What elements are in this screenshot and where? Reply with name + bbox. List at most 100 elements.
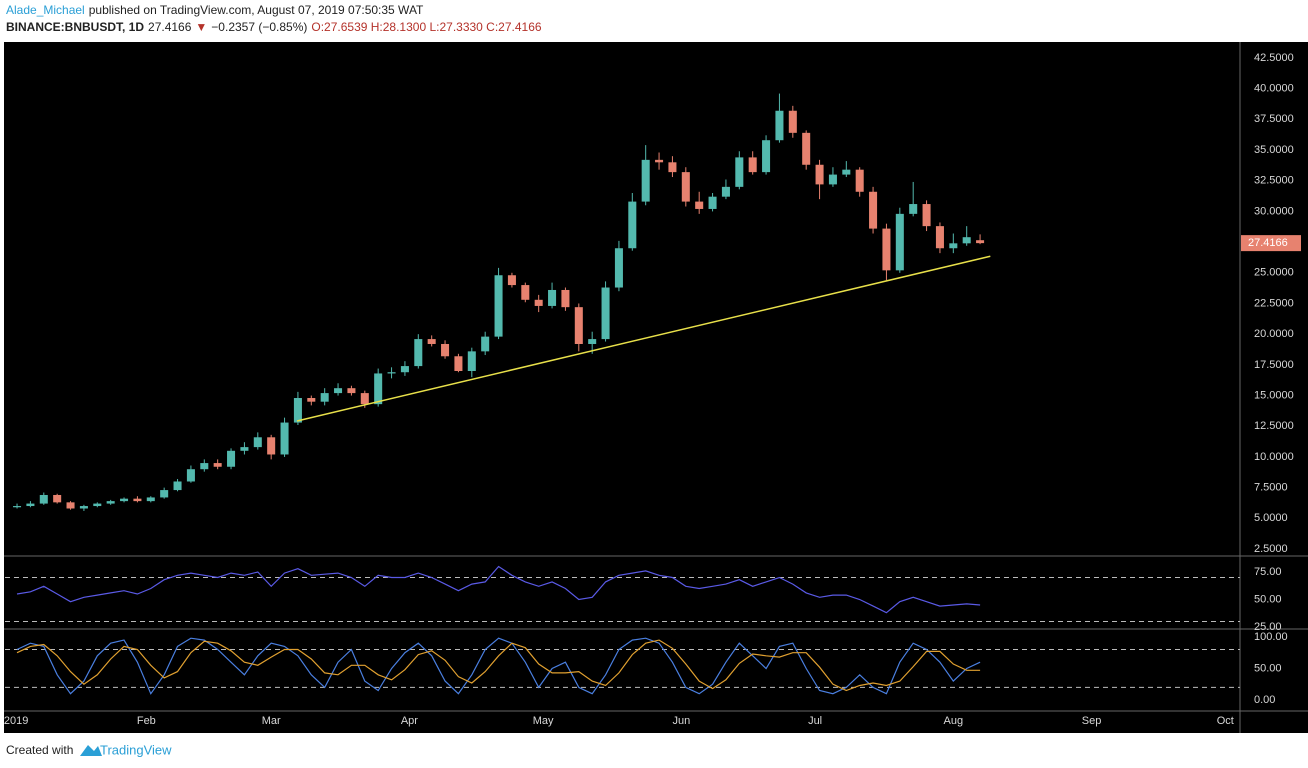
candle-body: [481, 336, 490, 352]
symbol: BINANCE:BNBUSDT, 1D: [6, 20, 144, 34]
candle-body: [561, 289, 570, 308]
candle-body: [668, 162, 677, 173]
candle-body: [186, 469, 195, 482]
published: published on TradingView.com, August 07,…: [89, 3, 424, 17]
candle-body: [374, 373, 383, 405]
candle-body: [976, 240, 985, 244]
candle-body: [949, 243, 958, 249]
candle-body: [882, 228, 891, 271]
candle-body: [548, 289, 557, 306]
candle-body: [253, 437, 262, 448]
last-price-box: [1241, 235, 1301, 252]
y-tick-label: 50.00: [1254, 593, 1282, 605]
y-tick-label: 15.0000: [1254, 389, 1294, 401]
candle-body: [307, 398, 316, 402]
y-tick-label: 5.0000: [1254, 512, 1288, 524]
candle-body: [681, 172, 690, 202]
candle-body: [775, 110, 784, 141]
candle-body: [895, 213, 904, 271]
candle-body: [869, 191, 878, 229]
x-tick-label: Aug: [944, 715, 964, 727]
trendline: [296, 255, 991, 422]
arrow: ▼: [195, 20, 207, 34]
footer-created: Created with: [6, 743, 73, 757]
x-tick-label: Sep: [1082, 715, 1102, 727]
y-tick-label: 2.5000: [1254, 543, 1288, 555]
candle-body: [267, 437, 276, 455]
brand-logo: [80, 745, 102, 756]
y-tick-label: 75.00: [1254, 566, 1282, 578]
candle-body: [601, 287, 610, 340]
candle-body: [387, 372, 396, 374]
candle-body: [935, 226, 944, 249]
candle-body: [240, 447, 249, 451]
candle-body: [802, 132, 811, 165]
candle-body: [427, 339, 436, 344]
candle-body: [695, 201, 704, 209]
x-tick-label: May: [533, 715, 554, 727]
y-tick-label: 17.5000: [1254, 359, 1294, 371]
x-tick-label: 2019: [4, 715, 28, 727]
candle-body: [360, 393, 369, 405]
candle-body: [721, 186, 730, 197]
candle-body: [200, 463, 209, 470]
candle-body: [454, 356, 463, 371]
candle-body: [441, 343, 450, 357]
candle-body: [655, 159, 664, 163]
candle-body: [213, 463, 222, 467]
y-tick-label: 12.5000: [1254, 420, 1294, 432]
last-price-label: 27.4166: [1248, 237, 1288, 249]
candle-body: [173, 481, 182, 491]
y-tick-label: 37.5000: [1254, 113, 1294, 125]
candle-body: [507, 275, 516, 286]
candle-body: [828, 174, 837, 185]
candle-body: [708, 196, 717, 209]
x-tick-label: Oct: [1217, 715, 1234, 727]
x-tick-label: Jul: [808, 715, 822, 727]
candle-body: [788, 110, 797, 133]
candle-body: [641, 159, 650, 202]
candle-body: [106, 501, 115, 504]
candle-body: [748, 157, 757, 173]
candle-body: [293, 398, 302, 423]
indicator-line: [16, 565, 981, 614]
candle-body: [962, 237, 971, 244]
y-tick-label: 30.0000: [1254, 205, 1294, 217]
candle-body: [614, 248, 623, 288]
candle-body: [534, 299, 543, 306]
candle-body: [320, 393, 329, 402]
candle-body: [494, 275, 503, 337]
candle-body: [227, 450, 236, 467]
candle-body: [521, 285, 530, 300]
candle-body: [347, 388, 356, 394]
y-tick-label: 25.0000: [1254, 267, 1294, 279]
y-tick-label: 35.0000: [1254, 144, 1294, 156]
candle-body: [574, 307, 583, 344]
footer-brand: TradingView: [100, 742, 172, 757]
y-tick-label: 100.00: [1254, 631, 1288, 643]
candle-body: [909, 204, 918, 214]
x-tick-label: Feb: [137, 715, 156, 727]
header-line: Alade_Michael published on TradingView.co…: [6, 3, 424, 17]
candle-body: [79, 506, 88, 509]
x-tick-label: Mar: [262, 715, 281, 727]
candle-body: [762, 140, 771, 173]
candle-body: [414, 339, 423, 367]
indicator-line: [16, 639, 981, 692]
y-tick-label: 42.5000: [1254, 52, 1294, 64]
x-tick-label: Apr: [401, 715, 418, 727]
y-tick-label: 25.00: [1254, 621, 1282, 633]
candle-body: [815, 164, 824, 185]
candle-body: [120, 498, 129, 502]
candle-body: [53, 494, 62, 503]
candle-body: [39, 494, 48, 504]
candle-body: [13, 506, 22, 508]
y-tick-label: 22.5000: [1254, 297, 1294, 309]
candle-body: [628, 201, 637, 249]
change: −0.2357 (−0.85%): [211, 20, 307, 34]
candle-body: [280, 422, 289, 455]
candle-body: [855, 169, 864, 192]
candle-body: [133, 498, 142, 502]
